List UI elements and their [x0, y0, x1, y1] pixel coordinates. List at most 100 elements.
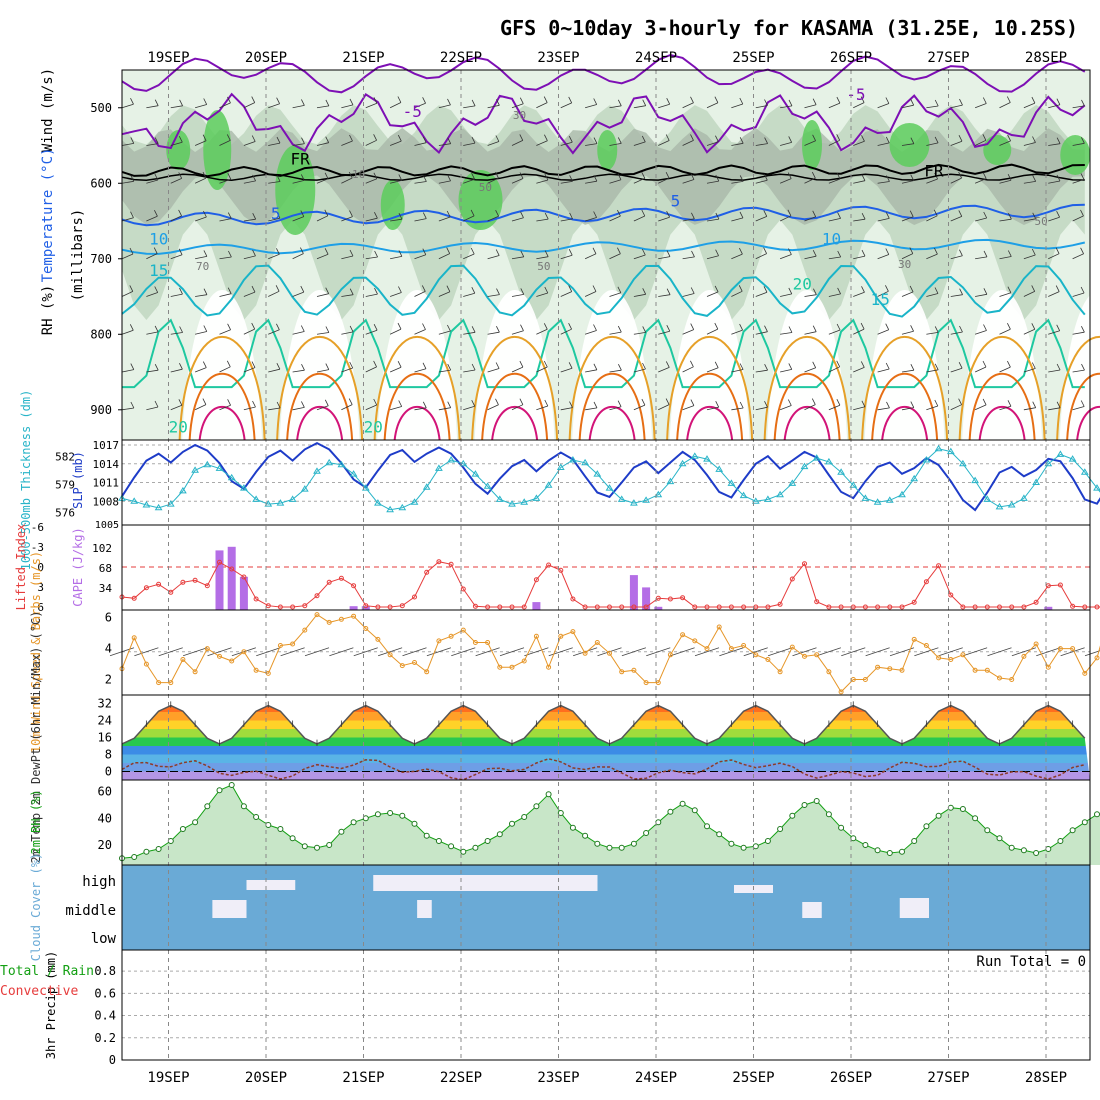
- wind-barb-flag: [324, 172, 329, 179]
- wind-barb-flag: [885, 323, 890, 330]
- thickness-marker: [142, 501, 151, 508]
- wind-barb-flag: [1081, 99, 1085, 107]
- wind-barb-flag: [276, 248, 280, 255]
- wind-barb-flag: [543, 360, 548, 368]
- wind-barb-flag: [763, 210, 768, 217]
- wind-barb-flag: [959, 249, 963, 256]
- rh2m-marker: [533, 803, 540, 810]
- temp-line: [121, 704, 1086, 745]
- rh2m-marker: [1020, 847, 1027, 854]
- rh-label: 10: [352, 168, 365, 181]
- thickness-marker: [410, 498, 419, 505]
- rh2m-marker: [362, 815, 369, 822]
- wind-barb-flag: [886, 401, 890, 409]
- li-marker: [375, 604, 381, 610]
- wind-speed-marker: [923, 643, 929, 648]
- wind-barb-flag: [788, 326, 793, 333]
- surface-wind-barb: [841, 647, 866, 657]
- wind-barb-flag: [422, 248, 427, 255]
- wind-barb: [1072, 179, 1085, 184]
- wind-barb-flag: [252, 213, 257, 220]
- wind-barb: [511, 256, 524, 260]
- wind-tick: 4: [105, 642, 112, 656]
- rh2m-marker: [435, 838, 442, 844]
- wind-speed-marker: [570, 629, 576, 635]
- wind-barb: [438, 330, 451, 335]
- thickness-marker: [581, 458, 589, 466]
- wind-barb: [609, 179, 622, 184]
- temp-band: [122, 754, 1090, 763]
- wind-barb: [414, 329, 426, 335]
- wind-barb-flag: [349, 98, 354, 106]
- wind-barb: [438, 143, 451, 146]
- wind-barb: [487, 141, 500, 146]
- wind-barb-flag: [251, 361, 256, 368]
- thickness-marker: [361, 484, 370, 491]
- rh2m-marker: [216, 787, 223, 794]
- wind-barb: [974, 404, 987, 411]
- isotherm-freezing-2: [121, 173, 1085, 181]
- wind-barb: [438, 291, 451, 297]
- rh2m-marker: [740, 844, 747, 851]
- cape-bar: [1044, 606, 1053, 610]
- wind-barb-flag: [1056, 98, 1061, 105]
- wind-barb: [560, 218, 573, 222]
- temp-tick: 0: [105, 765, 112, 779]
- wind-barb: [316, 105, 329, 109]
- isotherm-arch: [373, 336, 461, 441]
- thickness-marker: [873, 498, 882, 505]
- surface-wind-barb: [377, 647, 403, 657]
- wind-barb: [390, 256, 402, 260]
- wind-barb-flag: [666, 325, 671, 332]
- surface-wind-barb: [743, 647, 768, 657]
- wind-barb: [926, 405, 938, 411]
- wind-barb-flag: [251, 96, 256, 103]
- wind-barb: [487, 294, 500, 297]
- li-marker: [338, 575, 344, 581]
- thickness-marker: [861, 494, 870, 501]
- wind-barb-flag: [544, 212, 549, 220]
- wind-barb: [999, 179, 1012, 184]
- rh2m-area: [122, 785, 1100, 865]
- wind-speed-marker: [667, 652, 673, 658]
- wind-speed-marker: [1082, 670, 1088, 676]
- wind-barb: [487, 331, 500, 335]
- isotherm-label: FR: [924, 161, 944, 180]
- wind-barb-flag: [714, 285, 719, 293]
- wind-barb-flag: [690, 96, 694, 103]
- thickness-marker: [227, 473, 236, 481]
- thickness-marker: [313, 467, 321, 474]
- wind-barb: [268, 253, 280, 260]
- wind-barb-flag: [471, 326, 476, 333]
- rh-dry-plume: [572, 290, 653, 440]
- wind-barb-flag: [568, 96, 573, 104]
- wind-barb-flag: [691, 212, 695, 219]
- wind-barb-flag: [300, 247, 304, 254]
- wind-barb-flag: [251, 322, 256, 330]
- wind-barb-flag: [1056, 363, 1061, 371]
- wind-speed-marker: [338, 616, 344, 622]
- wind-barb: [365, 366, 377, 373]
- li-tick: -6: [31, 521, 44, 534]
- wind-barb-flag: [812, 250, 817, 257]
- date-label-top: 20SEP: [245, 50, 287, 66]
- wind-barb-flag: [642, 288, 647, 295]
- wind-barb-flag: [837, 287, 841, 295]
- wind-speed-marker: [241, 649, 247, 655]
- wind-barb-flag: [982, 398, 987, 406]
- wind-barb: [1048, 104, 1061, 109]
- thickness-marker: [374, 499, 382, 506]
- wind-barb-flag: [836, 134, 841, 141]
- wind-barb-flag: [446, 210, 451, 218]
- li-tick: 3: [37, 581, 44, 594]
- wind-barb: [1048, 369, 1061, 373]
- wind-barb-flag: [397, 96, 402, 103]
- run-total: Run Total = 0: [976, 954, 1086, 970]
- thickness-marker: [520, 498, 529, 505]
- wind-speed-marker: [472, 640, 478, 645]
- wind-barb-flag: [251, 285, 256, 293]
- wind-barb: [1048, 143, 1061, 146]
- wind-barb-flag: [617, 325, 622, 333]
- wind-barb-flag: [422, 362, 427, 369]
